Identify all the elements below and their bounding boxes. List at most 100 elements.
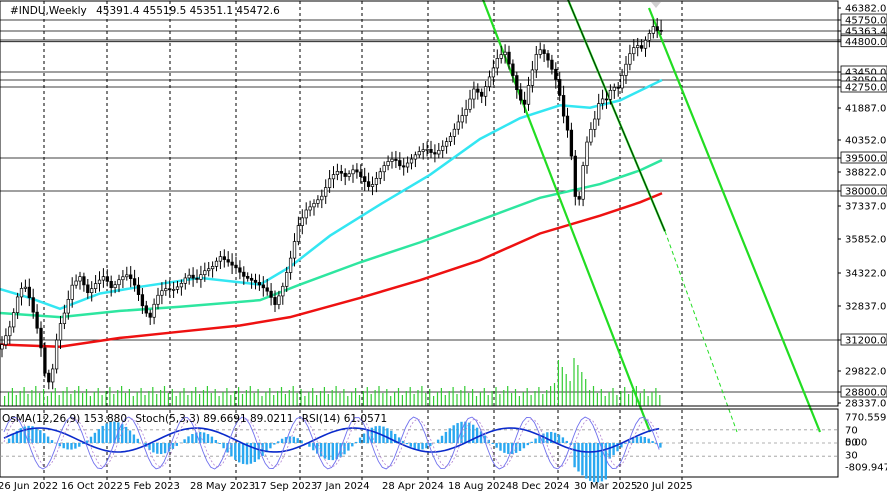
volume-bar [4,396,6,406]
osma-bar [479,431,483,443]
candle-body [546,53,550,61]
volume-bar [351,392,353,406]
volume-bar [460,390,462,406]
osma-bar [124,426,128,443]
candle-body [121,276,125,281]
time-tick-label: 20 Jul 2025 [636,481,693,492]
osma-bar [475,427,479,443]
candle-body [288,257,293,273]
volume-bar [436,392,439,406]
candle-body [164,288,168,292]
osma-bar [612,443,615,456]
candle-body [168,288,172,291]
candle-body [129,274,133,279]
volume-bar [433,396,435,406]
candle-body [643,39,648,49]
volume-bar [319,391,322,406]
osma-bar [553,432,557,443]
osma-bar [394,433,397,443]
osma-bar [635,436,639,443]
osma-bar [93,432,97,443]
volume-bar [378,386,380,406]
osma-bar [230,443,233,457]
osma-bar [113,421,116,443]
candle-body [238,267,242,273]
volume-bar [343,389,345,406]
osma-bar [335,443,338,460]
volume-bar [234,391,236,406]
candle-body [300,217,304,226]
volume-bar [425,393,427,406]
price-tick-label: 45363.4 [845,27,886,38]
volume-bar [230,395,232,406]
volume-bar [464,386,466,406]
volume-bar [136,392,138,406]
volume-bar [11,388,13,406]
osma-bar [616,443,619,452]
trend-line [481,0,652,433]
candle-body [43,347,47,374]
candle-body [292,241,297,259]
time-tick-label: 17 Sep 2023 [254,481,317,492]
volume-bar [210,393,212,406]
volume-bar [257,389,259,406]
volume-bar [366,387,368,406]
osma-bar [234,443,237,460]
indicator-tick-label: 770.559 [845,413,886,424]
candle-body [386,161,390,166]
candle-body [639,45,644,49]
volume-bar [624,387,626,406]
osma-bar [199,431,202,443]
osma-bar [183,439,186,443]
volume-bar [335,386,337,406]
osma-bar [222,443,225,449]
candle-body [476,88,480,93]
candle-body [347,173,351,177]
candle-body [156,294,160,305]
candle-body [632,47,636,55]
volume-bar [546,390,548,406]
candle-body [573,155,577,197]
volume-bar [405,391,407,406]
volume-bar [596,393,598,406]
candle-body [226,259,230,263]
osma-bar [499,443,502,451]
volume-bar [659,395,661,406]
osma-bar [386,428,389,443]
volume-bar [82,393,84,406]
volume-bar [651,392,653,406]
candle-body [117,279,121,286]
time-tick-label: 26 Jun 2022 [0,481,58,492]
volume-bar [105,391,107,406]
volume-bar [616,395,618,406]
candle-body [8,326,12,337]
candle-body [597,103,601,120]
osma-bar [269,443,272,449]
volume-bar [93,392,95,406]
volume-bar [132,396,134,406]
candle-body [324,187,328,197]
osma-bar [522,443,526,449]
volume-bar [152,387,154,406]
candle-body [253,279,258,283]
volume-bar [292,386,294,406]
volume-bar [43,389,45,406]
chart-title: #INDU,Weekly 45391.4 45519.5 45351.1 454… [10,5,280,17]
candle-body [421,149,425,152]
osma-bar [542,433,545,443]
candle-body [183,277,187,284]
volume-bar [323,387,325,406]
volume-bar [643,389,645,406]
volume-bar [472,389,474,406]
volume-bar [54,388,56,406]
price-tick-label: 28337.0 [845,399,886,410]
osma-bar [23,426,26,443]
volume-bar [604,396,606,406]
osma-bar [43,433,46,443]
candle-body [312,203,316,208]
volume-bar [19,391,21,406]
volume-bar [35,386,37,406]
indicator-tick-label: 70 [845,426,858,437]
osma-bar [557,434,561,443]
osma-bar [417,443,420,450]
